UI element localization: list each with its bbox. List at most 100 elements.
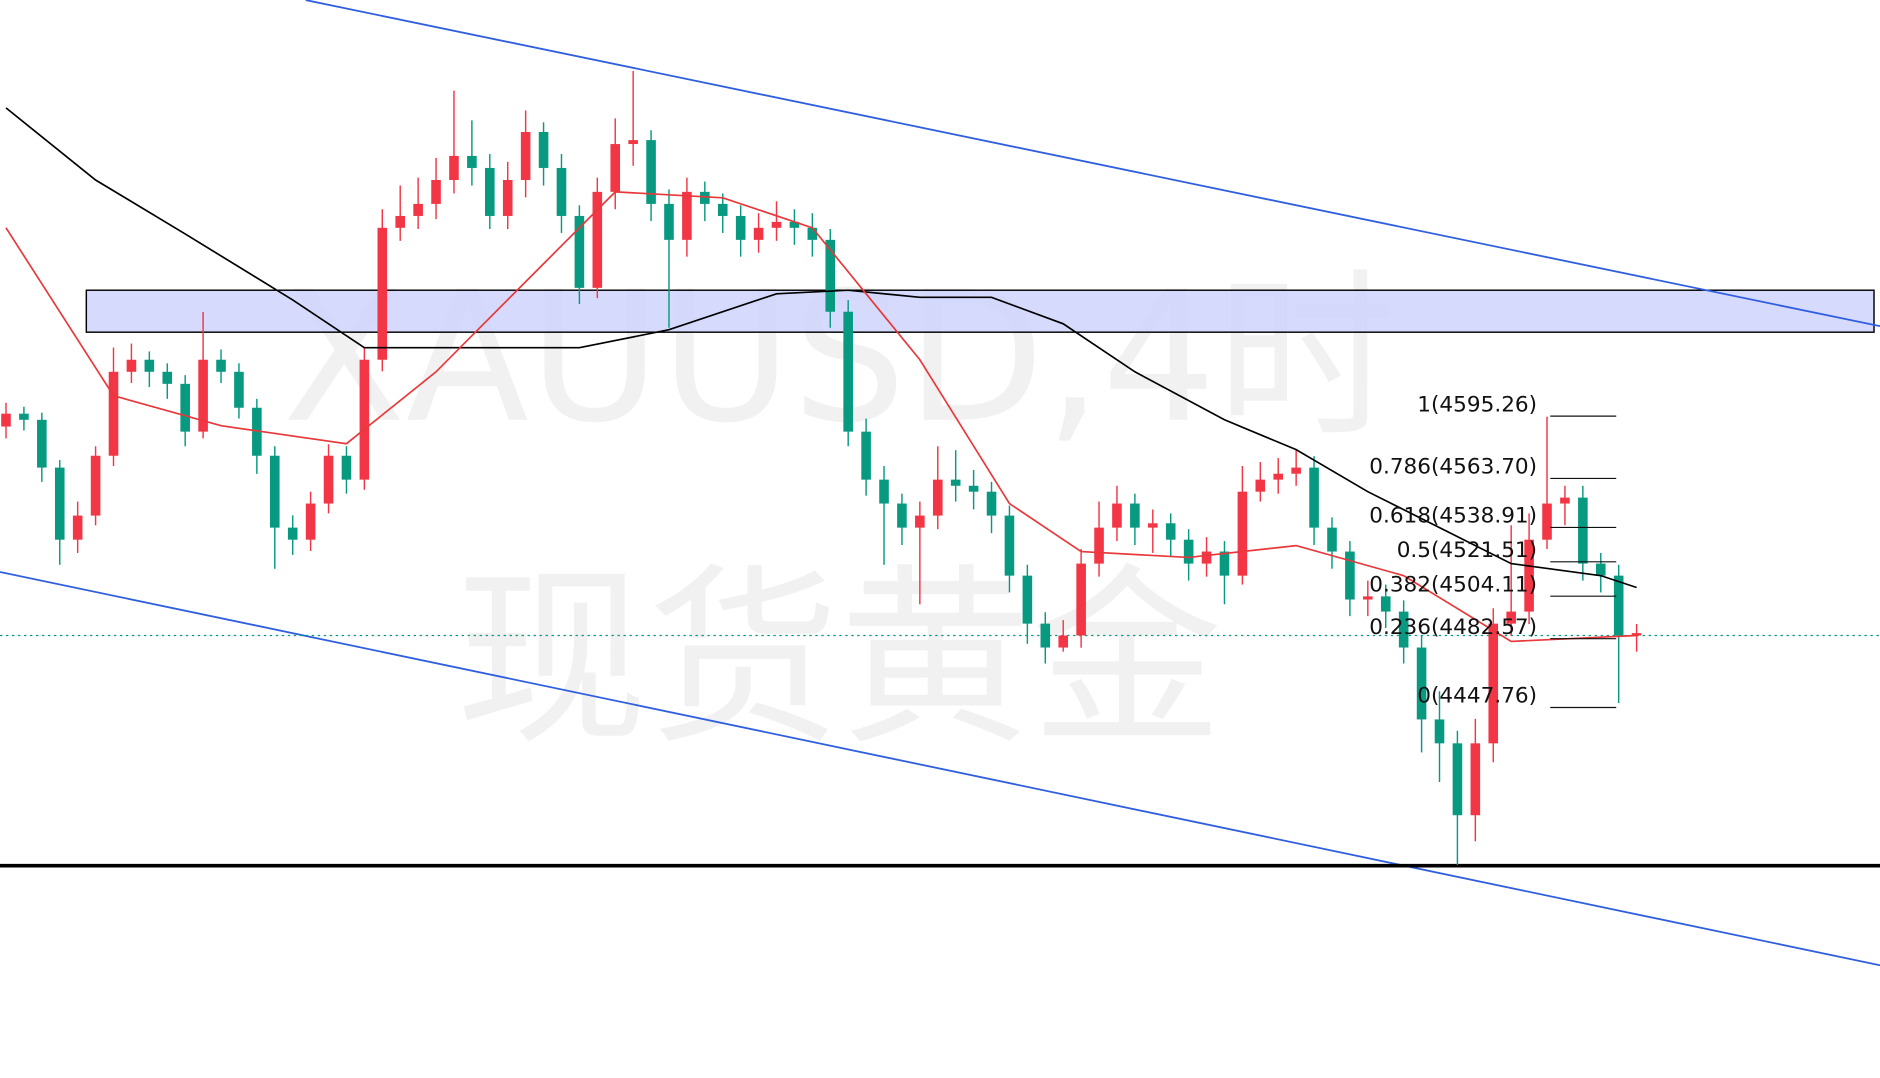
candle-body <box>287 527 298 540</box>
fib-label: 0.236(4482.57) <box>1369 615 1537 640</box>
candle-body <box>1309 467 1319 528</box>
candle-body <box>1076 563 1086 636</box>
candle-body <box>789 221 800 228</box>
fib-label: 0.382(4504.11) <box>1369 572 1537 597</box>
candle-body <box>37 419 47 468</box>
candle-body <box>485 167 495 216</box>
candle-body <box>1 413 11 427</box>
candle-body <box>843 311 853 432</box>
candle-body <box>825 239 836 312</box>
candle-body <box>234 371 244 408</box>
candle-body <box>305 503 316 540</box>
candle-body <box>467 155 477 168</box>
candle-body <box>1112 503 1122 528</box>
lower-trendline <box>0 571 1880 967</box>
candle-body <box>1291 467 1301 474</box>
candle-body <box>664 203 674 240</box>
candle-body <box>269 455 280 528</box>
candle-body <box>1237 491 1248 576</box>
candle-body <box>932 479 943 516</box>
candle-body <box>431 180 441 204</box>
fib-label: 1(4595.26) <box>1417 392 1537 417</box>
candle-body <box>1470 743 1481 816</box>
candle-body <box>1345 551 1355 600</box>
candle-body <box>753 227 764 240</box>
candle-body <box>180 383 190 432</box>
candle-body <box>1004 515 1015 576</box>
candle-body <box>897 503 907 528</box>
watermark: XAUUSD,4时 <box>283 254 1396 463</box>
candle-body <box>1524 539 1534 612</box>
candle-body <box>1183 539 1194 564</box>
candle-body <box>1488 623 1499 744</box>
candle-body <box>574 215 585 288</box>
candle-body <box>216 359 226 372</box>
candle-body <box>395 215 406 228</box>
candle-body <box>1148 523 1158 528</box>
candle-body <box>861 431 871 480</box>
candle-body <box>1613 575 1624 636</box>
candle-body <box>1165 523 1176 540</box>
candle-body <box>1022 575 1033 624</box>
candle-body <box>1363 596 1373 600</box>
candle-body <box>1595 563 1606 576</box>
candle-body <box>879 479 889 504</box>
candle-body <box>968 485 979 492</box>
candle-body <box>1560 497 1570 504</box>
candle-body <box>90 455 101 516</box>
candle-body <box>915 515 925 528</box>
fib-label: 0(4447.76) <box>1417 684 1537 709</box>
candle-body <box>1542 503 1552 540</box>
plot: 1(4595.26) 0.786(4563.70) 0.618(4538.91) 0.… <box>1 70 1642 866</box>
candle-body <box>19 413 29 420</box>
candle-body <box>1434 719 1445 744</box>
candle-body <box>502 180 513 216</box>
candle-body <box>1631 633 1642 636</box>
candle-body <box>198 359 208 432</box>
candle-body <box>538 132 549 168</box>
watermark-sub: 现货黄金 <box>456 548 1223 771</box>
candle-body <box>1380 596 1391 612</box>
candle-body <box>1219 551 1230 576</box>
candle-body <box>807 227 818 240</box>
candle-body <box>520 132 531 181</box>
candle-body <box>717 203 728 216</box>
candle-body <box>1578 497 1588 564</box>
fib-label: 0.786(4563.70) <box>1369 455 1537 480</box>
candle-body <box>1273 473 1284 480</box>
candle-body <box>986 491 997 516</box>
candle-body <box>735 215 746 240</box>
candle-body <box>72 515 83 540</box>
candle-body <box>610 144 621 192</box>
candle-body <box>950 479 961 486</box>
candle-body <box>144 359 155 372</box>
candle-body <box>1327 527 1337 552</box>
candle-body <box>108 371 119 456</box>
candle-body <box>682 191 692 240</box>
candle-body <box>1255 479 1266 492</box>
candle-body <box>162 371 173 384</box>
upper-trendline <box>305 0 1880 328</box>
moving-average <box>5 190 1637 643</box>
candle-body <box>449 155 459 181</box>
candle-body <box>54 467 65 540</box>
candle-body <box>1130 503 1140 528</box>
candle-body <box>1452 743 1463 816</box>
candle-body <box>700 191 710 204</box>
candle-body <box>413 203 423 216</box>
candle-body <box>126 359 137 372</box>
candle-body <box>1058 635 1069 648</box>
candle-body <box>771 221 782 228</box>
candle-body <box>1094 527 1104 564</box>
moving-average <box>5 107 1637 589</box>
candle-body <box>1040 623 1051 648</box>
candle-body <box>1416 647 1427 720</box>
candle-body <box>323 455 334 504</box>
fib-label: 0.618(4538.91) <box>1369 504 1537 529</box>
candle-body <box>377 227 388 360</box>
candle-body <box>556 167 567 216</box>
candle-body <box>341 455 352 480</box>
fib-label: 0.5(4521.51) <box>1397 538 1537 563</box>
candle-body <box>252 407 262 456</box>
